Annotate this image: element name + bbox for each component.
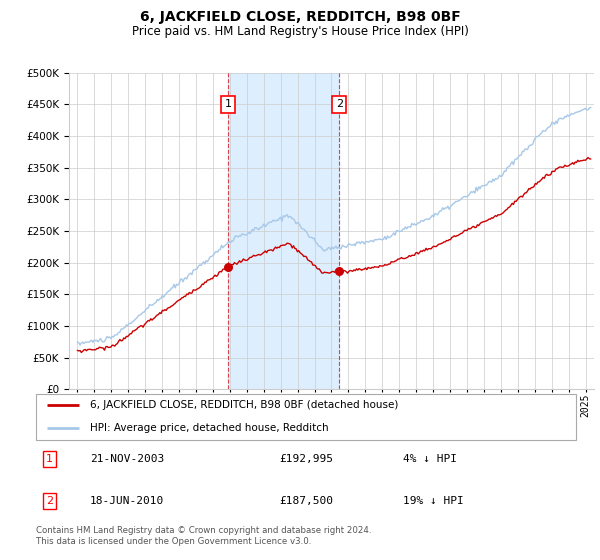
FancyBboxPatch shape: [36, 394, 576, 440]
Text: 21-NOV-2003: 21-NOV-2003: [90, 454, 164, 464]
Text: 1: 1: [224, 100, 232, 109]
Point: [334, 266, 344, 275]
Text: 6, JACKFIELD CLOSE, REDDITCH, B98 0BF (detached house): 6, JACKFIELD CLOSE, REDDITCH, B98 0BF (d…: [90, 400, 398, 410]
Text: Price paid vs. HM Land Registry's House Price Index (HPI): Price paid vs. HM Land Registry's House …: [131, 25, 469, 38]
Bar: [228, 73, 339, 389]
Text: 1: 1: [46, 454, 53, 464]
Text: 6, JACKFIELD CLOSE, REDDITCH, B98 0BF: 6, JACKFIELD CLOSE, REDDITCH, B98 0BF: [140, 10, 460, 24]
Text: Contains HM Land Registry data © Crown copyright and database right 2024.
This d: Contains HM Land Registry data © Crown c…: [36, 526, 371, 546]
Text: 2: 2: [46, 496, 53, 506]
Text: £187,500: £187,500: [279, 496, 333, 506]
Text: 4% ↓ HPI: 4% ↓ HPI: [403, 454, 457, 464]
Text: 18-JUN-2010: 18-JUN-2010: [90, 496, 164, 506]
Text: 2: 2: [336, 100, 343, 109]
Text: 19% ↓ HPI: 19% ↓ HPI: [403, 496, 464, 506]
Point: [223, 263, 233, 272]
Text: £192,995: £192,995: [279, 454, 333, 464]
Text: HPI: Average price, detached house, Redditch: HPI: Average price, detached house, Redd…: [90, 423, 329, 433]
